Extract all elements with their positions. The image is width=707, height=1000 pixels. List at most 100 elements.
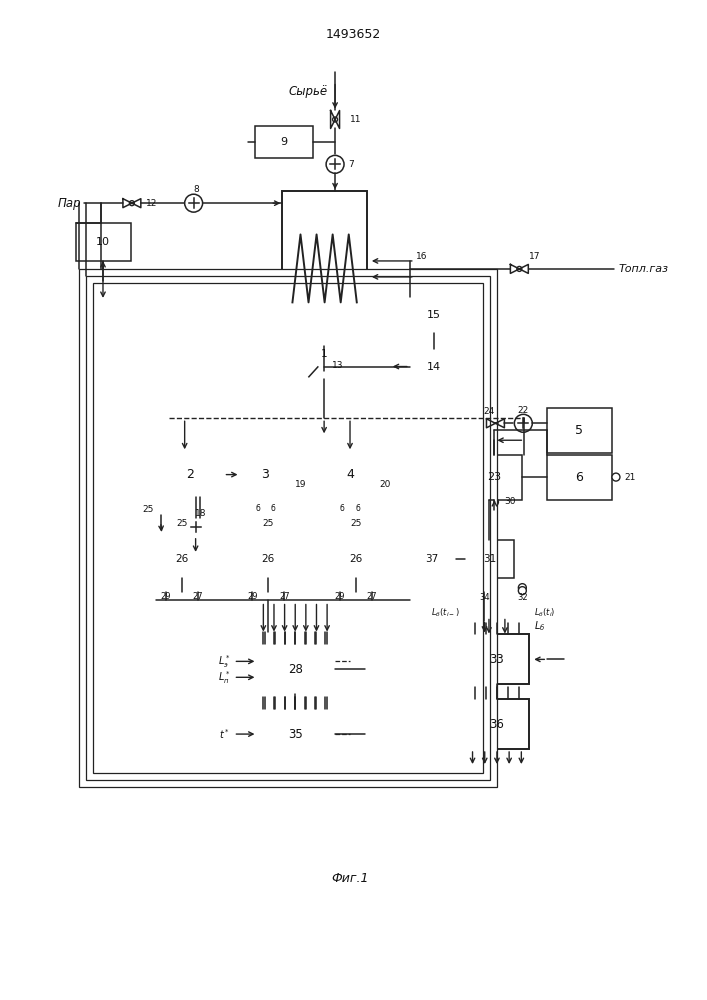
Text: б: б xyxy=(339,504,344,513)
Text: $L_б(t_i)$: $L_б(t_i)$ xyxy=(534,606,556,619)
Text: 3: 3 xyxy=(262,468,269,481)
Text: 26: 26 xyxy=(175,554,188,564)
Bar xyxy=(408,540,455,578)
Bar xyxy=(156,540,208,578)
Text: б: б xyxy=(255,504,259,513)
Circle shape xyxy=(187,518,204,536)
Text: 28: 28 xyxy=(288,663,303,676)
Text: 11: 11 xyxy=(350,115,361,124)
Bar xyxy=(255,126,313,158)
Text: 24: 24 xyxy=(484,407,495,416)
Bar xyxy=(282,191,367,346)
Text: 25: 25 xyxy=(176,519,187,528)
Text: 1: 1 xyxy=(321,349,328,359)
Bar xyxy=(410,297,457,333)
Bar xyxy=(464,634,530,684)
Circle shape xyxy=(491,498,498,506)
Circle shape xyxy=(481,584,489,592)
Circle shape xyxy=(194,584,201,592)
Text: 36: 36 xyxy=(489,718,504,731)
Bar xyxy=(86,276,491,780)
Circle shape xyxy=(332,117,337,122)
Circle shape xyxy=(374,471,382,479)
Bar xyxy=(410,349,457,384)
Circle shape xyxy=(160,506,168,514)
Text: 35: 35 xyxy=(288,728,303,741)
Text: 25: 25 xyxy=(142,505,154,514)
Bar xyxy=(240,452,291,497)
Text: 29: 29 xyxy=(335,592,345,601)
Circle shape xyxy=(264,529,272,537)
Text: $L^*_п$: $L^*_п$ xyxy=(218,669,230,686)
Text: 31: 31 xyxy=(483,554,496,564)
Bar xyxy=(547,455,612,500)
Circle shape xyxy=(253,496,262,504)
Text: Топл.газ: Топл.газ xyxy=(619,264,669,274)
Bar xyxy=(93,283,484,773)
Bar xyxy=(255,644,335,694)
Circle shape xyxy=(336,584,344,592)
Text: 6: 6 xyxy=(575,471,583,484)
Circle shape xyxy=(280,584,288,592)
Circle shape xyxy=(162,584,170,592)
Text: 23: 23 xyxy=(487,472,501,482)
Text: 26: 26 xyxy=(262,554,275,564)
Text: 17: 17 xyxy=(529,252,540,261)
Text: 29: 29 xyxy=(247,592,257,601)
Circle shape xyxy=(338,496,346,504)
Text: 27: 27 xyxy=(279,592,290,601)
Text: 27: 27 xyxy=(367,592,378,601)
Circle shape xyxy=(289,471,297,479)
Text: 1493652: 1493652 xyxy=(325,28,380,41)
Text: 16: 16 xyxy=(416,252,428,261)
Text: 5: 5 xyxy=(575,424,583,437)
Circle shape xyxy=(185,194,203,212)
Text: 22: 22 xyxy=(518,406,529,415)
Text: 12: 12 xyxy=(146,199,157,208)
Circle shape xyxy=(354,496,362,504)
Text: 14: 14 xyxy=(426,362,440,372)
Bar xyxy=(467,455,522,500)
Bar xyxy=(156,452,223,497)
Text: 26: 26 xyxy=(349,554,363,564)
Text: 34: 34 xyxy=(479,593,490,602)
Text: 10: 10 xyxy=(96,237,110,247)
Circle shape xyxy=(157,529,165,537)
Text: 15: 15 xyxy=(427,310,440,320)
Text: Пар: Пар xyxy=(57,197,81,210)
Bar xyxy=(464,699,530,749)
Circle shape xyxy=(493,421,498,426)
Text: $L_б$: $L_б$ xyxy=(534,620,546,633)
Bar xyxy=(79,269,498,787)
Circle shape xyxy=(518,584,526,592)
Bar xyxy=(243,540,294,578)
Circle shape xyxy=(177,529,186,537)
Text: 19: 19 xyxy=(294,480,306,489)
Text: 18: 18 xyxy=(195,509,206,518)
Text: 32: 32 xyxy=(517,593,527,602)
Text: Сырьё: Сырьё xyxy=(288,85,328,98)
Text: 7: 7 xyxy=(348,160,354,169)
Text: $L_б(t_{i-})$: $L_б(t_{i-})$ xyxy=(431,606,460,619)
Text: $t^*$: $t^*$ xyxy=(219,727,230,741)
Circle shape xyxy=(306,362,324,379)
Text: 25: 25 xyxy=(262,519,274,528)
Text: 8: 8 xyxy=(194,185,199,194)
Text: 30: 30 xyxy=(504,497,516,506)
Bar xyxy=(325,452,375,497)
Text: $L^*_э$: $L^*_э$ xyxy=(218,653,230,670)
Text: 25: 25 xyxy=(350,519,362,528)
Circle shape xyxy=(352,529,360,537)
Circle shape xyxy=(515,414,532,432)
Text: 29: 29 xyxy=(160,592,171,601)
Circle shape xyxy=(612,473,620,481)
Bar xyxy=(330,540,382,578)
Bar xyxy=(76,223,131,261)
Circle shape xyxy=(269,496,277,504)
Text: Фиг.1: Фиг.1 xyxy=(332,872,369,885)
Circle shape xyxy=(368,584,376,592)
Text: б: б xyxy=(271,504,276,513)
Text: 21: 21 xyxy=(624,473,636,482)
Text: 9: 9 xyxy=(281,137,288,147)
Circle shape xyxy=(326,155,344,173)
